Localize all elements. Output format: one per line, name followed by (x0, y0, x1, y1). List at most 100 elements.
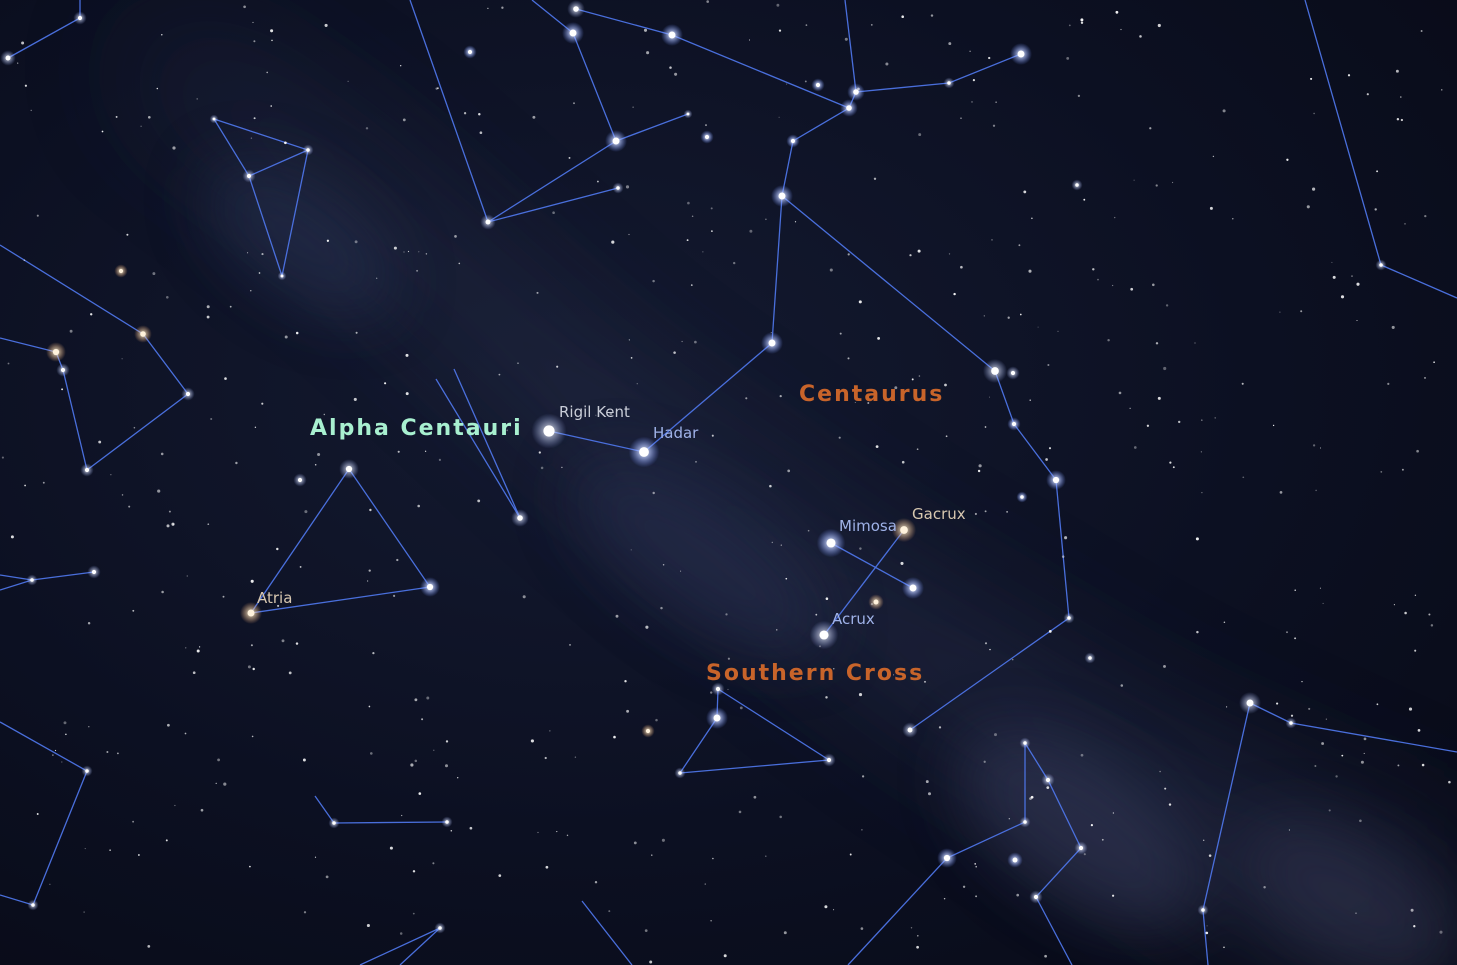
star[interactable] (5, 55, 11, 61)
star[interactable] (704, 134, 710, 140)
star[interactable] (345, 465, 353, 473)
star[interactable] (485, 219, 491, 225)
star[interactable] (1045, 777, 1051, 783)
star[interactable] (1078, 845, 1084, 851)
faint-star (632, 106, 634, 108)
faint-star (200, 808, 204, 812)
star[interactable] (1289, 721, 1293, 725)
star[interactable] (768, 339, 776, 347)
star[interactable] (85, 769, 89, 773)
star[interactable] (826, 757, 832, 763)
mimosa-label: Mimosa (839, 517, 897, 535)
star[interactable] (1075, 183, 1079, 187)
faint-star (681, 340, 683, 343)
star[interactable] (947, 81, 951, 85)
star[interactable] (84, 467, 90, 473)
faint-star (366, 580, 369, 582)
faint-star (673, 351, 676, 354)
star[interactable] (826, 538, 836, 548)
faint-star (501, 6, 504, 9)
star[interactable] (1379, 263, 1383, 267)
faint-star (556, 365, 559, 368)
star[interactable] (517, 515, 523, 521)
star[interactable] (438, 926, 442, 930)
star[interactable] (140, 331, 146, 337)
star[interactable] (686, 112, 690, 116)
star[interactable] (1023, 741, 1027, 745)
star[interactable] (991, 367, 999, 375)
star[interactable] (778, 192, 786, 200)
gacrux-label: Gacrux (912, 505, 966, 523)
star[interactable] (1201, 908, 1205, 912)
star[interactable] (1023, 820, 1027, 824)
star[interactable] (77, 15, 83, 21)
star[interactable] (91, 569, 97, 575)
star[interactable] (543, 425, 555, 437)
star[interactable] (445, 820, 449, 824)
faint-star (645, 625, 649, 629)
faint-star (479, 131, 483, 135)
faint-star (1363, 752, 1365, 754)
star[interactable] (212, 117, 216, 121)
star[interactable] (467, 49, 473, 55)
star[interactable] (246, 173, 252, 179)
star[interactable] (668, 31, 676, 39)
faint-star (712, 857, 714, 860)
star[interactable] (612, 137, 620, 145)
faint-star (778, 29, 782, 32)
star[interactable] (943, 854, 951, 862)
star[interactable] (819, 630, 829, 640)
star[interactable] (569, 29, 577, 37)
star[interactable] (846, 105, 852, 111)
star[interactable] (616, 186, 620, 190)
star[interactable] (678, 771, 682, 775)
star[interactable] (645, 728, 651, 734)
star[interactable] (1067, 616, 1071, 620)
star[interactable] (1088, 656, 1092, 660)
star[interactable] (1012, 857, 1018, 863)
star[interactable] (715, 686, 721, 692)
star[interactable] (1020, 495, 1024, 499)
star[interactable] (873, 599, 879, 605)
faint-star (276, 547, 279, 551)
star[interactable] (30, 578, 34, 582)
faint-star (859, 547, 862, 550)
faint-star (1420, 30, 1423, 32)
star[interactable] (1011, 421, 1017, 427)
faint-star (1206, 925, 1208, 927)
star[interactable] (280, 274, 284, 278)
faint-star (365, 127, 369, 130)
star[interactable] (815, 82, 821, 88)
star[interactable] (118, 268, 124, 274)
star[interactable] (909, 584, 917, 592)
star[interactable] (1033, 894, 1039, 900)
star[interactable] (573, 6, 579, 12)
faint-star (1294, 637, 1297, 640)
star[interactable] (306, 148, 310, 152)
faint-star (229, 305, 232, 308)
star[interactable] (1246, 699, 1254, 707)
star[interactable] (297, 477, 303, 483)
star[interactable] (426, 583, 434, 591)
faint-star (1288, 829, 1290, 831)
star[interactable] (60, 367, 66, 373)
star[interactable] (52, 348, 60, 356)
star[interactable] (31, 903, 35, 907)
star[interactable] (247, 609, 255, 617)
star[interactable] (332, 821, 336, 825)
star[interactable] (713, 714, 721, 722)
star[interactable] (900, 526, 908, 534)
star[interactable] (790, 138, 796, 144)
star[interactable] (1017, 50, 1025, 58)
star[interactable] (1010, 370, 1016, 376)
star[interactable] (185, 391, 191, 397)
faint-star (469, 826, 473, 830)
faint-star (1064, 536, 1068, 540)
star[interactable] (853, 89, 859, 95)
star[interactable] (1052, 476, 1060, 484)
faint-star (1322, 602, 1324, 604)
star[interactable] (639, 447, 649, 457)
star[interactable] (907, 727, 913, 733)
faint-star (690, 284, 693, 286)
